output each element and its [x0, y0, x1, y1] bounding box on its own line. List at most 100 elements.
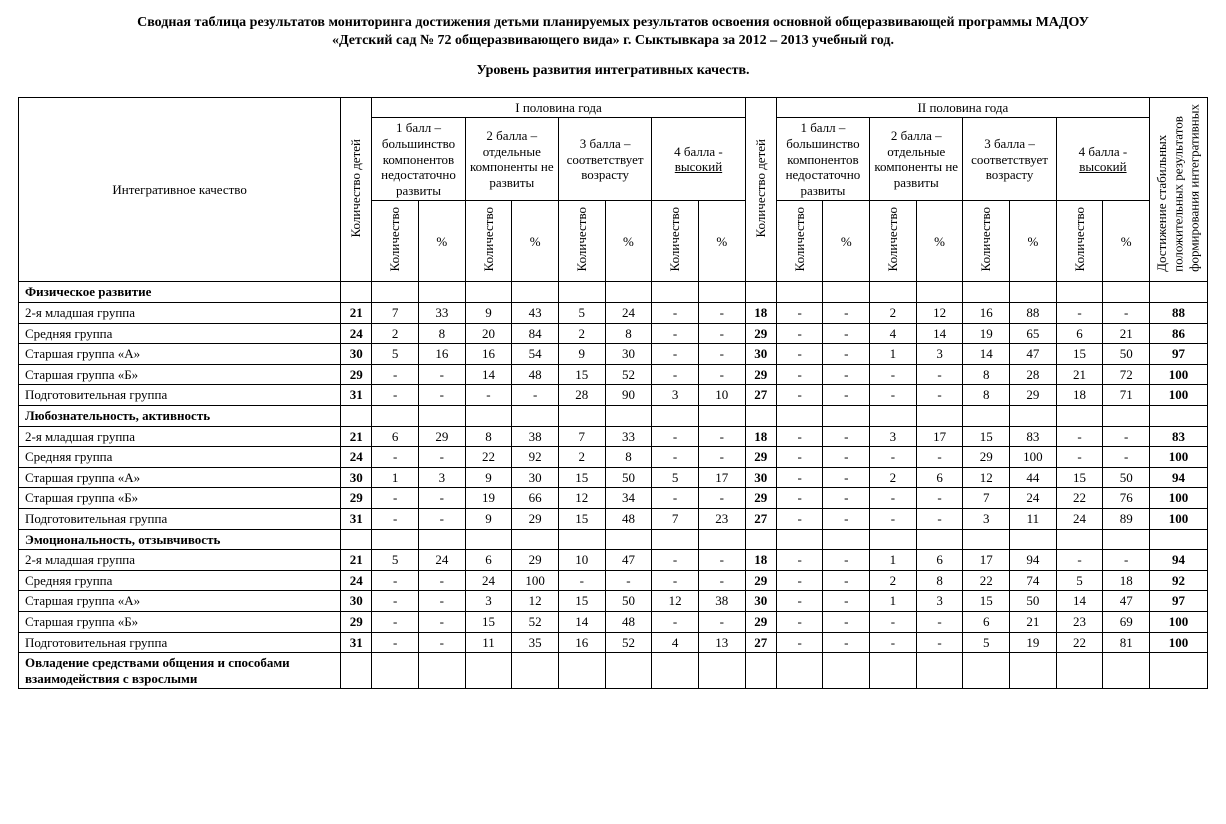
- row-label: Подготовительная группа: [19, 509, 341, 530]
- h2-c2: 1: [870, 550, 917, 571]
- h1-c2: 19: [465, 488, 512, 509]
- sub-percent: %: [698, 201, 745, 282]
- h1-c2: 9: [465, 467, 512, 488]
- h2-c1: -: [823, 426, 870, 447]
- h2-c7: 18: [1103, 570, 1150, 591]
- col-quality: Интегративное качество: [19, 97, 341, 282]
- h1-c4: 15: [558, 591, 605, 612]
- empty-cell: [465, 282, 512, 303]
- h1-c7: -: [698, 550, 745, 571]
- doc-title-line-2: «Детский сад № 72 общеразвивающего вида»…: [18, 33, 1208, 49]
- h2-c6: 21: [1056, 364, 1103, 385]
- empty-cell: [372, 406, 419, 427]
- empty-cell: [652, 282, 699, 303]
- count-half1: 24: [341, 323, 372, 344]
- h1-c5: 50: [605, 591, 652, 612]
- table-header: Интегративное качество Количество детей …: [19, 97, 1208, 282]
- h2-c4: 8: [963, 385, 1010, 406]
- empty-cell: [465, 406, 512, 427]
- h2-c6: 23: [1056, 611, 1103, 632]
- final-value: 94: [1150, 550, 1208, 571]
- empty-cell: [418, 406, 465, 427]
- row-label: 2-я младшая группа: [19, 550, 341, 571]
- h1-c4: 15: [558, 509, 605, 530]
- h2-c6: -: [1056, 303, 1103, 324]
- h2-c3: -: [916, 364, 963, 385]
- h2-c4: 6: [963, 611, 1010, 632]
- h1-c7: -: [698, 323, 745, 344]
- h2-c4: 3: [963, 509, 1010, 530]
- h1-c5: 8: [605, 447, 652, 468]
- h1-c1: -: [418, 570, 465, 591]
- empty-cell: [870, 653, 917, 689]
- empty-cell: [418, 529, 465, 550]
- row-label: Средняя группа: [19, 570, 341, 591]
- h2-c0: -: [776, 447, 823, 468]
- empty-cell: [823, 529, 870, 550]
- sub-count: Количество: [558, 201, 605, 282]
- h1-c6: -: [652, 364, 699, 385]
- h1-c5: 48: [605, 611, 652, 632]
- empty-cell: [341, 529, 372, 550]
- h1-c3: 48: [512, 364, 559, 385]
- h1-c5: 52: [605, 632, 652, 653]
- col-h2-score1: 1 балл – большинство компонентов недоста…: [776, 118, 869, 201]
- h1-c7: -: [698, 611, 745, 632]
- h2-c7: 21: [1103, 323, 1150, 344]
- h2-c1: -: [823, 632, 870, 653]
- empty-cell: [963, 653, 1010, 689]
- empty-cell: [745, 529, 776, 550]
- empty-cell: [341, 282, 372, 303]
- final-value: 88: [1150, 303, 1208, 324]
- empty-cell: [698, 529, 745, 550]
- doc-title-line-1: Сводная таблица результатов мониторинга …: [18, 14, 1208, 33]
- col-h1-score2: 2 балла – отдельные компоненты не развит…: [465, 118, 558, 201]
- h1-c7: -: [698, 364, 745, 385]
- h1-c7: -: [698, 488, 745, 509]
- h1-c3: 84: [512, 323, 559, 344]
- h1-c6: -: [652, 488, 699, 509]
- empty-cell: [1103, 406, 1150, 427]
- h1-c1: -: [418, 632, 465, 653]
- h1-c0: 5: [372, 550, 419, 571]
- col-final: Достижение стабильныхположительных резул…: [1150, 97, 1208, 282]
- h2-c5: 11: [1010, 509, 1057, 530]
- h2-c6: 14: [1056, 591, 1103, 612]
- count-half2: 29: [745, 364, 776, 385]
- h1-c5: 50: [605, 467, 652, 488]
- empty-cell: [1150, 653, 1208, 689]
- empty-cell: [823, 406, 870, 427]
- col-half-1: I половина года: [372, 97, 745, 118]
- count-half2: 29: [745, 323, 776, 344]
- h1-c1: 29: [418, 426, 465, 447]
- empty-cell: [1056, 282, 1103, 303]
- count-half1: 24: [341, 447, 372, 468]
- sub-percent: %: [823, 201, 870, 282]
- count-half2: 29: [745, 611, 776, 632]
- count-half2: 29: [745, 447, 776, 468]
- h2-c6: 22: [1056, 488, 1103, 509]
- h1-c0: 5: [372, 344, 419, 365]
- count-half2: 27: [745, 509, 776, 530]
- sub-count: Количество: [870, 201, 917, 282]
- h2-c2: -: [870, 488, 917, 509]
- col-h1-score4: 4 балла - высокий: [652, 118, 745, 201]
- h2-c5: 50: [1010, 591, 1057, 612]
- h2-c7: -: [1103, 447, 1150, 468]
- h1-c2: 15: [465, 611, 512, 632]
- h1-c3: 92: [512, 447, 559, 468]
- final-value: 100: [1150, 632, 1208, 653]
- empty-cell: [1056, 653, 1103, 689]
- h2-c1: -: [823, 303, 870, 324]
- h1-c2: 14: [465, 364, 512, 385]
- count-half1: 30: [341, 344, 372, 365]
- h2-c5: 88: [1010, 303, 1057, 324]
- h1-c2: 9: [465, 509, 512, 530]
- h2-c2: 1: [870, 344, 917, 365]
- h2-c6: 22: [1056, 632, 1103, 653]
- empty-cell: [776, 653, 823, 689]
- h1-c5: 8: [605, 323, 652, 344]
- h2-c0: -: [776, 303, 823, 324]
- count-half1: 30: [341, 467, 372, 488]
- empty-cell: [558, 653, 605, 689]
